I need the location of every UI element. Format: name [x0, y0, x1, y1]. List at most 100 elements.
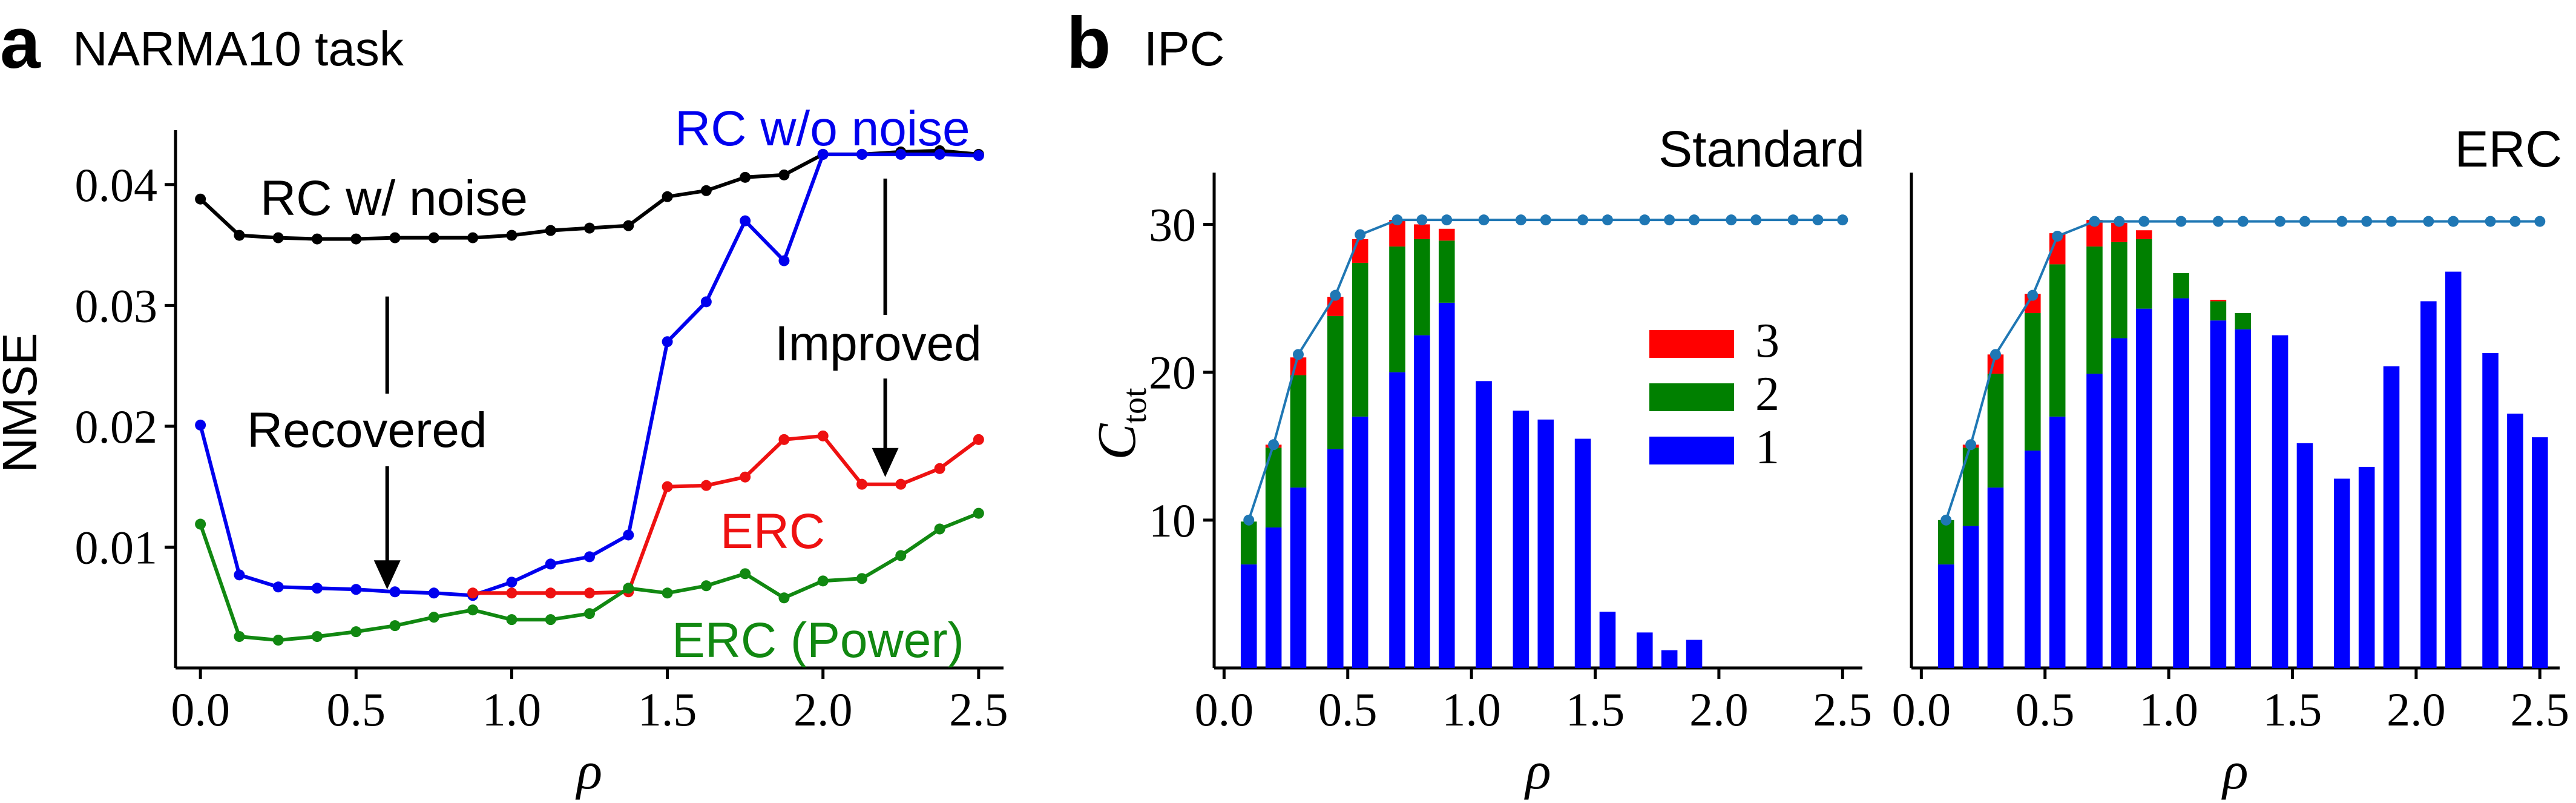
legend-swatch-order-2 [1649, 383, 1734, 411]
bar-order-3 [1438, 228, 1455, 241]
data-point [195, 518, 206, 530]
y-axis-label: NMSE [0, 332, 47, 472]
data-point [467, 604, 479, 616]
bar-order-1 [2272, 335, 2288, 668]
total-capacity-point [1416, 214, 1428, 226]
bar-order-1 [2173, 298, 2189, 668]
total-capacity-point [2237, 216, 2249, 227]
x-tick-label: 1.5 [638, 683, 697, 736]
data-point [778, 592, 790, 604]
total-capacity-point [1292, 349, 1304, 360]
total-capacity-point [1787, 214, 1799, 226]
data-point [350, 584, 362, 595]
data-point [584, 608, 595, 620]
bar-order-1 [1414, 335, 1430, 668]
bar-order-1 [2445, 271, 2462, 669]
arrow-head [373, 560, 401, 590]
y-tick-label: 0.01 [75, 521, 158, 573]
total-capacity-point [2275, 216, 2286, 227]
bar-order-2 [2086, 246, 2103, 374]
bar-order-1 [2210, 320, 2227, 668]
x-tick-label: 1.5 [1566, 683, 1625, 736]
total-capacity-point [2089, 216, 2100, 227]
annotation-rc-w-noise: RC w/ noise [260, 171, 528, 226]
data-point [973, 507, 984, 519]
y-axis-label-main: C [1087, 423, 1147, 460]
data-point [895, 478, 907, 490]
x-tick-label: 1.0 [482, 683, 542, 736]
total-capacity-point [1441, 214, 1453, 226]
bar-order-1 [2025, 451, 2041, 668]
total-capacity-point [1965, 439, 1977, 451]
total-capacity-point [2423, 216, 2434, 227]
total-capacity-point [1478, 214, 1490, 226]
bar-order-2 [2025, 312, 2041, 451]
bar-order-2 [1240, 521, 1257, 565]
data-point [467, 232, 479, 243]
total-capacity-point [2534, 216, 2546, 227]
bar-order-2 [2049, 264, 2066, 417]
bar-order-1 [2111, 338, 2128, 668]
x-tick-label: 2.5 [949, 683, 1008, 736]
total-capacity-point [1268, 439, 1280, 451]
bar-order-1 [1937, 564, 1954, 668]
bar-order-1 [2507, 414, 2523, 668]
x-tick-label: 2.5 [1813, 683, 1873, 736]
data-point [817, 575, 829, 587]
total-capacity-point [1664, 214, 1675, 226]
total-capacity-point [1639, 214, 1651, 226]
panel-b: b IPC 0.0 0.5 1.0 1.5 2.0 2.5 ρ Standard 10 20 30 C… [1066, 2, 2569, 801]
data-point [700, 580, 712, 592]
bar-order-2 [2173, 273, 2189, 299]
legend-swatch-order-1 [1649, 437, 1734, 464]
arrow-head [872, 448, 899, 477]
total-capacity-point [1990, 349, 2001, 360]
bar-order-1 [1438, 302, 1455, 668]
legend: 321 [1649, 314, 1779, 474]
panel-a-title: NARMA10 task [73, 22, 404, 76]
data-point [195, 419, 206, 431]
bar-order-3 [1414, 224, 1430, 239]
bar-order-2 [1290, 375, 1307, 488]
total-capacity-point [1837, 214, 1848, 226]
legend-label-order-3: 3 [1755, 314, 1779, 368]
data-point [545, 614, 556, 626]
data-point [428, 587, 439, 599]
total-capacity-point [1355, 229, 1366, 240]
x-tick-label: 2.0 [2387, 683, 2446, 736]
data-point [895, 550, 907, 561]
data-point [740, 215, 751, 226]
bar-order-1 [1962, 526, 1979, 668]
x-tick-label: 2.0 [794, 683, 853, 736]
data-point [934, 523, 945, 535]
data-point [662, 336, 673, 348]
data-point [312, 583, 323, 594]
bar-order-1 [2135, 308, 2152, 668]
legend-label-order-2: 2 [1755, 368, 1779, 421]
x-tick-label: 0.5 [1318, 683, 1378, 736]
data-point [584, 222, 595, 234]
data-point [623, 529, 634, 541]
subplot-title: Standard [1658, 121, 1865, 177]
data-point [195, 193, 206, 205]
total-capacity-point [1940, 514, 1952, 526]
data-point [700, 296, 712, 308]
data-point [272, 635, 284, 646]
total-capacity-point [1330, 289, 1341, 301]
annotation-recovered: Recovered [247, 403, 487, 458]
data-point [234, 230, 245, 241]
data-point [623, 583, 634, 594]
total-capacity-point [2052, 230, 2063, 242]
data-point [312, 631, 323, 643]
x-tick-label: 0.5 [2016, 683, 2075, 736]
data-point [934, 463, 945, 474]
x-tick-label: 0.5 [327, 683, 386, 736]
data-point [350, 626, 362, 638]
data-point [740, 568, 751, 580]
total-capacity-point [2336, 216, 2348, 227]
data-point [662, 191, 673, 202]
bar-order-2 [1352, 262, 1368, 417]
bar-order-1 [1352, 416, 1368, 668]
x-tick-label: 2.5 [2511, 683, 2570, 736]
